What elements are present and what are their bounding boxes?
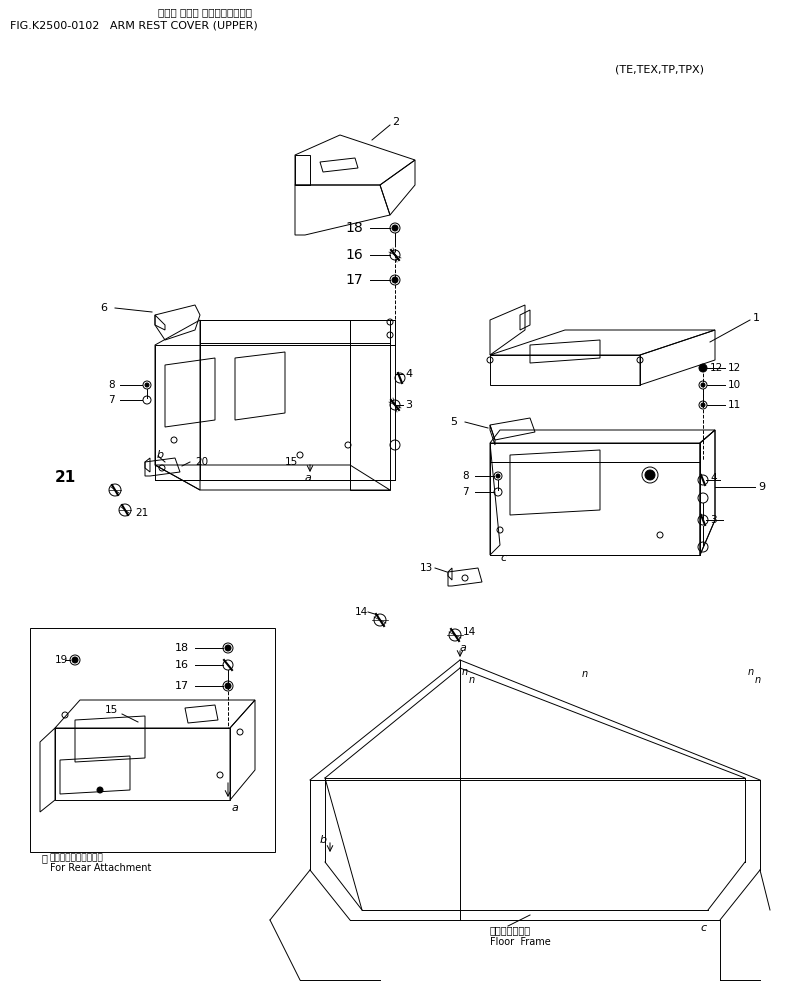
Text: 11: 11 [728,400,741,410]
Circle shape [701,403,705,407]
Text: c: c [700,923,706,933]
Text: アーム レスト カバー（アッパ）: アーム レスト カバー（アッパ） [158,7,252,17]
Text: 15: 15 [285,457,298,467]
Text: 20: 20 [195,457,208,467]
Text: 2: 2 [392,117,399,127]
Text: 6: 6 [100,303,107,313]
Text: 14: 14 [463,627,476,637]
Text: 10: 10 [728,380,741,390]
Text: FIG.K2500-0102   ARM REST COVER (UPPER): FIG.K2500-0102 ARM REST COVER (UPPER) [10,20,257,30]
Text: 21: 21 [55,470,76,485]
Text: 1: 1 [753,313,760,323]
Text: 後方用アタッチメント: 後方用アタッチメント [50,854,104,863]
Text: Floor  Frame: Floor Frame [490,937,551,947]
Text: n: n [582,669,588,679]
Text: 4: 4 [710,473,717,483]
Text: For Rear Attachment: For Rear Attachment [50,863,152,873]
Text: フロアフレーム: フロアフレーム [490,925,531,935]
Text: b: b [320,835,327,845]
Text: a: a [305,473,312,483]
Circle shape [645,470,655,480]
Text: n: n [462,667,468,677]
Circle shape [225,645,231,651]
Text: 3: 3 [405,400,412,410]
Text: b: b [157,450,164,460]
Text: 12: 12 [710,363,723,373]
Text: (TE,TEX,TP,TPX): (TE,TEX,TP,TPX) [615,65,704,75]
Text: c: c [500,553,506,563]
Text: 5: 5 [450,417,457,427]
Text: 3: 3 [710,515,717,525]
Text: 16: 16 [345,248,363,262]
Text: n: n [755,675,761,685]
Circle shape [145,383,149,387]
Circle shape [699,364,707,372]
Bar [30,628,275,852]
Text: a: a [232,803,239,813]
Text: 8: 8 [462,471,469,481]
Text: 13: 13 [420,563,433,573]
Text: n: n [469,675,475,685]
Text: －: － [42,853,48,863]
Text: 17: 17 [175,681,189,691]
Circle shape [97,787,103,793]
Text: 8: 8 [108,380,115,390]
Circle shape [392,277,398,283]
Text: a: a [460,643,467,653]
Text: 16: 16 [175,660,189,670]
Text: 17: 17 [345,273,363,287]
Circle shape [496,474,500,478]
Text: 21: 21 [135,508,148,518]
Circle shape [701,383,705,387]
Text: 4: 4 [405,369,412,379]
Text: 18: 18 [175,643,189,653]
Text: 15: 15 [105,705,119,715]
Text: 14: 14 [355,607,368,617]
Text: 18: 18 [345,221,363,235]
Circle shape [225,683,231,689]
Text: 7: 7 [462,487,469,497]
Text: 7: 7 [108,395,115,405]
Circle shape [392,225,398,231]
Text: 12: 12 [728,363,741,373]
Text: 9: 9 [758,482,765,492]
Circle shape [72,657,78,663]
Text: n: n [748,667,754,677]
Text: 19: 19 [55,655,68,665]
